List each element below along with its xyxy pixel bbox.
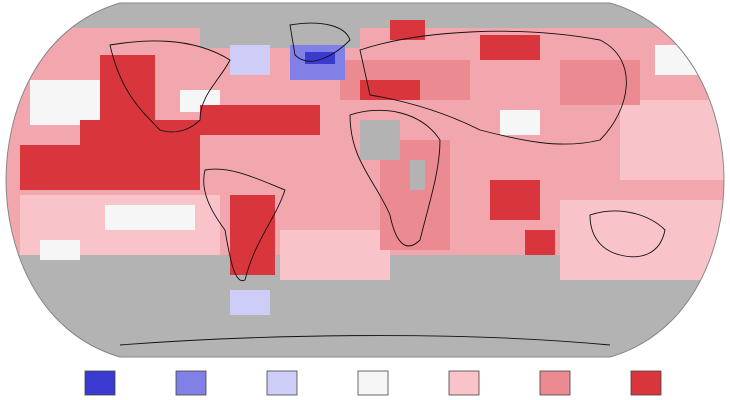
map-border (5, 2, 725, 358)
strong-warm (360, 80, 420, 100)
legend (84, 370, 662, 396)
strong-warm (230, 195, 275, 275)
legend-swatch (357, 370, 389, 396)
slightly-cool (230, 290, 270, 315)
near-normal (40, 240, 80, 260)
legend-swatch (266, 370, 298, 396)
near-normal (655, 45, 705, 75)
map-area (6, 3, 724, 357)
legend-swatch (84, 370, 116, 396)
strong-warm (525, 230, 555, 255)
light-warm (560, 200, 724, 280)
light-warm (280, 230, 390, 280)
strong-warm (390, 20, 425, 40)
no-data-arctic (200, 28, 360, 48)
near-normal (30, 80, 100, 125)
strong-warm (490, 180, 540, 220)
legend-swatch (539, 370, 571, 396)
strong-warm (80, 120, 200, 160)
no-data-land (360, 120, 400, 160)
legend-swatch (448, 370, 480, 396)
warm (560, 60, 640, 105)
strong-warm (200, 105, 320, 135)
near-normal (105, 205, 195, 230)
near-normal (500, 110, 540, 135)
light-warm (620, 100, 724, 180)
legend-swatch (630, 370, 662, 396)
very-cool (305, 52, 335, 64)
legend-swatch (175, 370, 207, 396)
coastlines (109, 22, 666, 346)
slightly-cool (230, 45, 270, 75)
no-data-land (410, 160, 425, 190)
no-data-arctic (6, 3, 724, 28)
no-data-antarctic (6, 290, 724, 357)
strong-warm (480, 35, 540, 60)
